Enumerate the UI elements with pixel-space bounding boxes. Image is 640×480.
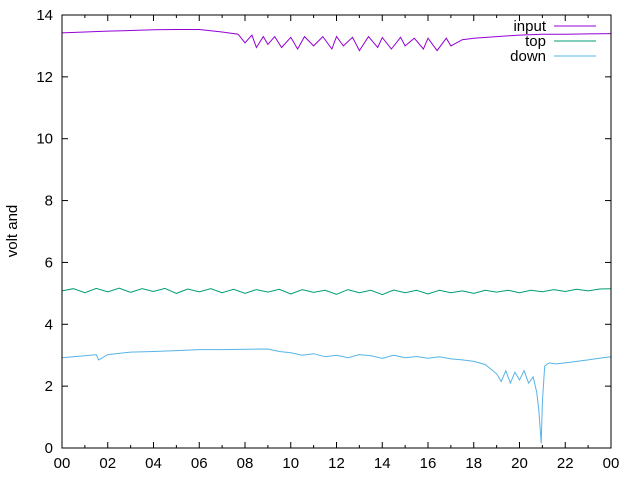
x-axis-ticks: 00 02 04 06 08 10 12 14 16 18 20 22 00 bbox=[54, 15, 620, 472]
x-tick-label: 22 bbox=[557, 455, 574, 472]
legend-label-top: top bbox=[525, 33, 546, 50]
x-tick-label: 04 bbox=[145, 455, 162, 472]
y-tick-label: 12 bbox=[36, 69, 53, 86]
y-tick-label: 6 bbox=[45, 254, 53, 271]
legend-label-input: input bbox=[513, 18, 546, 35]
y-tick-label: 8 bbox=[45, 193, 53, 210]
y-tick-label: 0 bbox=[45, 440, 53, 457]
y-tick-label: 4 bbox=[45, 316, 53, 333]
x-tick-label: 00 bbox=[603, 455, 620, 472]
series-lines bbox=[61, 29, 612, 444]
x-tick-label: 10 bbox=[282, 455, 299, 472]
y-tick-label: 14 bbox=[36, 7, 53, 24]
x-tick-label: 18 bbox=[465, 455, 482, 472]
x-tick-label: 00 bbox=[54, 455, 71, 472]
x-tick-label: 02 bbox=[99, 455, 116, 472]
y-axis-ticks: 0 2 4 6 8 10 12 14 bbox=[36, 7, 611, 457]
x-tick-label: 14 bbox=[374, 455, 391, 472]
series-line-top bbox=[61, 287, 612, 296]
legend-label-down: down bbox=[510, 48, 546, 65]
series-line-down bbox=[61, 348, 612, 444]
y-tick-label: 10 bbox=[36, 131, 53, 148]
x-tick-label: 06 bbox=[191, 455, 208, 472]
y-tick-label: 2 bbox=[45, 378, 53, 395]
x-tick-label: 08 bbox=[237, 455, 254, 472]
x-tick-label: 12 bbox=[328, 455, 345, 472]
x-tick-label: 16 bbox=[420, 455, 437, 472]
x-tick-label: 20 bbox=[511, 455, 528, 472]
y-axis-label: volt and bbox=[4, 205, 21, 258]
series-line-input bbox=[61, 29, 612, 52]
plot-frame bbox=[61, 14, 612, 449]
